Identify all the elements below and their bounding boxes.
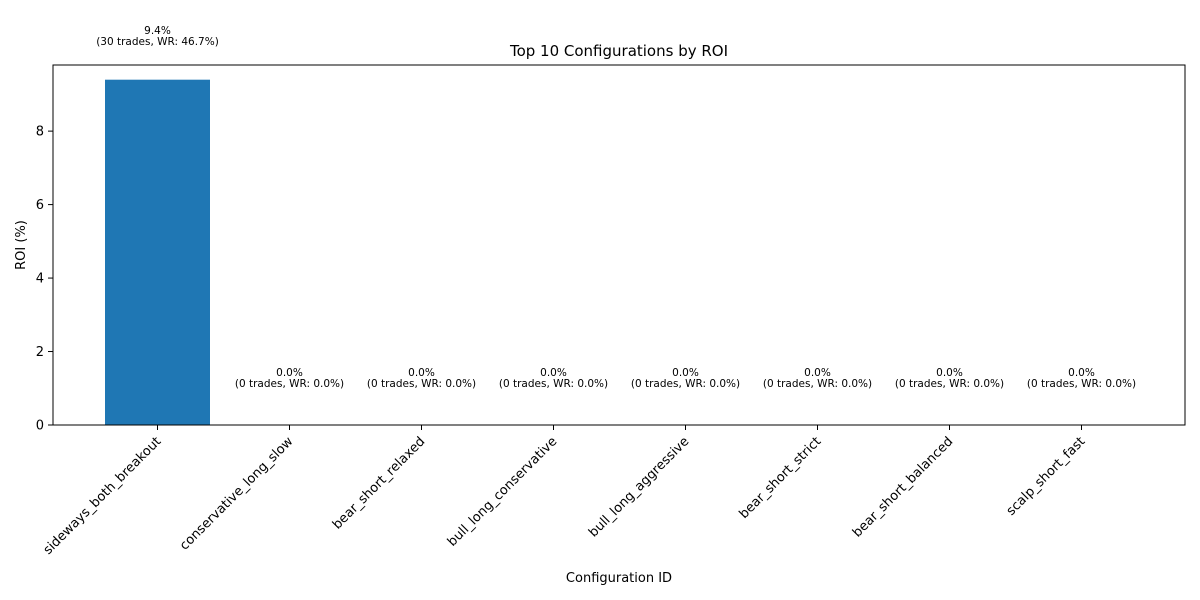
y-axis-label: ROI (%) [14,220,29,270]
x-tick-label: conservative_long_slow [177,434,296,553]
data-label-details: (0 trades, WR: 0.0%) [763,378,872,390]
x-axis-ticks: sideways_both_breakout conservative_long_… [41,425,1089,558]
data-label-details: (0 trades, WR: 0.0%) [367,378,476,390]
data-label-value: 0.0% [936,367,963,379]
x-tick-label: bear_short_balanced [850,434,956,540]
data-label-value: 0.0% [540,367,567,379]
x-tick-label: sideways_both_breakout [41,434,165,558]
data-label-details: (0 trades, WR: 0.0%) [631,378,740,390]
x-tick-label: bear_short_strict [737,434,825,522]
data-label-value: 0.0% [804,367,831,379]
data-label-details: (0 trades, WR: 0.0%) [1027,378,1136,390]
data-label-value: 9.4% [144,25,171,37]
bar-sideways_both_breakout [105,79,210,425]
data-label-value: 0.0% [276,367,303,379]
x-tick-label: bull_long_aggressive [586,434,692,540]
x-tick-label: scalp_short_fast [1004,434,1089,519]
y-tick-label: 4 [36,272,44,287]
y-tick-label: 2 [36,345,44,360]
data-label-value: 0.0% [408,367,435,379]
bar-annotations: 9.4%(30 trades, WR: 46.7%)0.0%(0 trades,… [96,25,1136,390]
y-tick-label: 0 [36,419,44,434]
data-label-details: (0 trades, WR: 0.0%) [895,378,1004,390]
data-label-details: (30 trades, WR: 46.7%) [96,36,219,48]
x-tick-label: bull_long_conservative [445,434,560,549]
data-label-details: (0 trades, WR: 0.0%) [235,378,344,390]
chart-title: Top 10 Configurations by ROI [509,42,728,60]
bars-layer [105,79,210,425]
data-label-value: 0.0% [1068,367,1095,379]
plot-frame [52,64,1186,426]
y-axis-ticks: 0 2 4 6 8 [36,125,53,434]
y-tick-label: 6 [36,198,44,213]
y-tick-label: 8 [36,125,44,140]
data-label-details: (0 trades, WR: 0.0%) [499,378,608,390]
x-tick-label: bear_short_relaxed [330,434,428,532]
data-label-value: 0.0% [672,367,699,379]
x-axis-label: Configuration ID [566,571,672,586]
